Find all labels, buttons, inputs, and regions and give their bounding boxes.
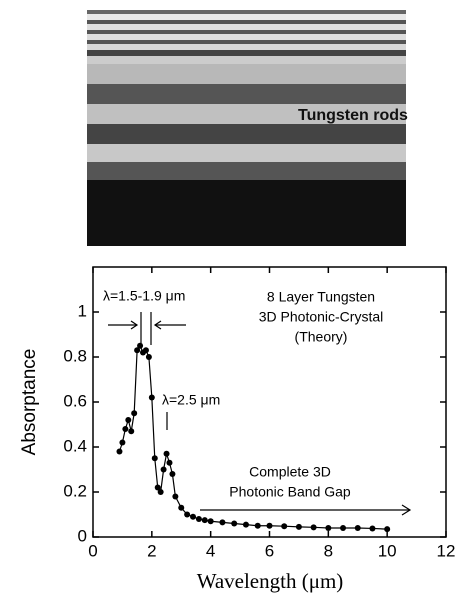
data-point — [340, 525, 347, 531]
y-tick-label: 0 — [78, 526, 87, 545]
x-tick-label: 6 — [265, 541, 274, 560]
data-line — [118, 344, 388, 530]
y-axis-label: Absorptance — [19, 349, 40, 456]
data-point — [169, 471, 176, 477]
data-point — [325, 525, 332, 531]
data-point — [354, 525, 361, 531]
data-point — [125, 417, 132, 423]
y-tick-label: 0.6 — [63, 391, 87, 410]
data-point — [160, 466, 167, 473]
data-point — [266, 522, 273, 529]
data-point — [131, 410, 138, 417]
data-point — [184, 511, 191, 518]
data-point — [295, 523, 302, 530]
data-point — [145, 354, 152, 360]
annotation: 8 Layer Tungsten — [267, 289, 375, 305]
data-point — [195, 516, 202, 522]
y-tick-label: 1 — [78, 301, 87, 320]
data-point — [369, 525, 376, 532]
data-point — [151, 455, 158, 462]
x-tick-label: 4 — [206, 541, 215, 560]
y-tick-label: 0.2 — [63, 481, 87, 500]
y-tick-label: 0.4 — [63, 436, 87, 455]
x-tick-label: 2 — [147, 541, 156, 560]
x-tick-label: 0 — [88, 541, 97, 560]
x-tick-label: 12 — [437, 541, 456, 560]
data-point — [134, 347, 141, 354]
annotation: λ=2.5 μm — [162, 392, 220, 408]
data-point — [163, 450, 170, 457]
data-point — [219, 519, 226, 526]
data-point — [231, 520, 238, 527]
data-point — [207, 518, 214, 525]
annotation: (Theory) — [295, 329, 348, 345]
x-tick-label: 10 — [378, 541, 397, 560]
data-point — [119, 439, 126, 446]
annotation: Photonic Band Gap — [229, 484, 351, 500]
data-point — [178, 504, 185, 511]
data-point — [142, 347, 149, 354]
x-tick-label: 8 — [324, 541, 333, 560]
y-tick-label: 0.8 — [63, 346, 87, 365]
annotation: 3D Photonic-Crystal — [259, 309, 384, 325]
annotation: Complete 3D — [249, 464, 331, 480]
data-point — [310, 524, 317, 531]
data-point — [122, 426, 129, 432]
data-point — [116, 448, 123, 455]
data-point — [157, 489, 164, 495]
data-point — [137, 342, 144, 349]
data-point — [148, 394, 155, 401]
data-point — [254, 522, 261, 529]
data-point — [201, 517, 208, 524]
annotation: λ=1.5-1.9 μm — [103, 288, 185, 304]
annotation-arrows — [108, 312, 412, 516]
data-point — [190, 513, 197, 520]
data-point — [172, 493, 179, 500]
data-point — [242, 521, 249, 528]
data-point — [128, 428, 135, 435]
data-point — [281, 523, 288, 530]
data-point — [154, 484, 161, 491]
image-label: Tungsten rods — [298, 107, 408, 124]
data-point — [384, 526, 391, 533]
x-axis-label: Wavelength (μm) — [197, 569, 344, 593]
sem-image: Tungsten rods — [87, 0, 408, 246]
data-point — [166, 459, 173, 466]
